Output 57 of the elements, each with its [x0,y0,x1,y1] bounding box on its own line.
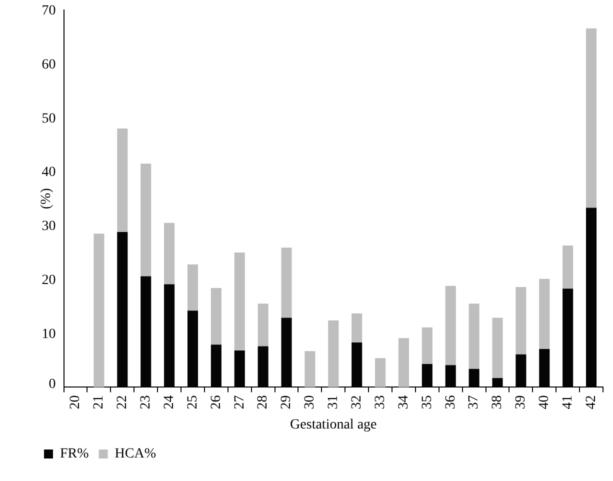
x-tick-label: 24 [162,395,177,410]
x-tick-label: 32 [350,395,365,410]
y-tick-label: 40 [42,165,56,180]
bar [258,304,268,346]
x-tick-label: 37 [466,395,482,410]
bar [94,234,104,388]
x-tick-label: 31 [326,395,342,410]
x-tick-label: 29 [279,395,294,410]
bar [164,222,175,284]
x-tick-label: 34 [396,395,412,410]
x-tick-label: 23 [138,395,154,410]
bar [586,28,597,208]
bar [352,313,362,342]
bar [375,358,386,388]
y-tick-label: 60 [42,57,56,72]
x-tick-label: 21 [92,395,107,410]
bar [422,327,432,364]
y-tick-label: 50 [42,111,56,126]
bar [281,248,292,318]
bar [140,164,152,276]
y-tick-label: 0 [48,377,56,392]
x-tick-label: 41 [560,395,576,410]
y-tick-label: 70 [42,4,56,18]
x-axis-title: Gestational age [290,417,377,432]
x-tick-label: 22 [115,395,130,410]
bar [328,320,339,388]
bar [187,264,198,311]
y-tick-label: 20 [42,272,56,288]
x-tick-label: 35 [420,395,435,410]
y-axis-title: (%) [39,188,54,210]
bar [562,245,574,289]
x-tick-label: 30 [302,395,318,410]
x-tick-label: 40 [537,395,552,410]
x-tick-label: 20 [68,395,84,410]
bar [117,128,128,232]
legend-label: FR% [60,446,90,462]
x-tick-label: 39 [514,395,529,410]
x-tick-label: 42 [584,395,599,410]
x-tick-label: 28 [256,395,271,410]
bar [234,252,245,351]
x-tick-label: 27 [232,395,248,410]
bar [492,318,503,378]
x-tick-label: 36 [443,395,458,410]
bar [539,278,550,349]
bar [468,304,480,369]
y-tick-label: 10 [42,326,56,342]
legend-label: HCA% [114,446,156,462]
bar [445,286,456,366]
bar [304,351,316,388]
y-tick-label: 30 [42,219,56,234]
x-tick-label: 25 [185,395,200,410]
x-tick-label: 33 [372,395,388,410]
x-tick-label: 26 [208,395,224,410]
bar [516,286,526,354]
bar [210,288,222,345]
x-tick-label: 38 [490,395,506,410]
bar [398,338,410,388]
